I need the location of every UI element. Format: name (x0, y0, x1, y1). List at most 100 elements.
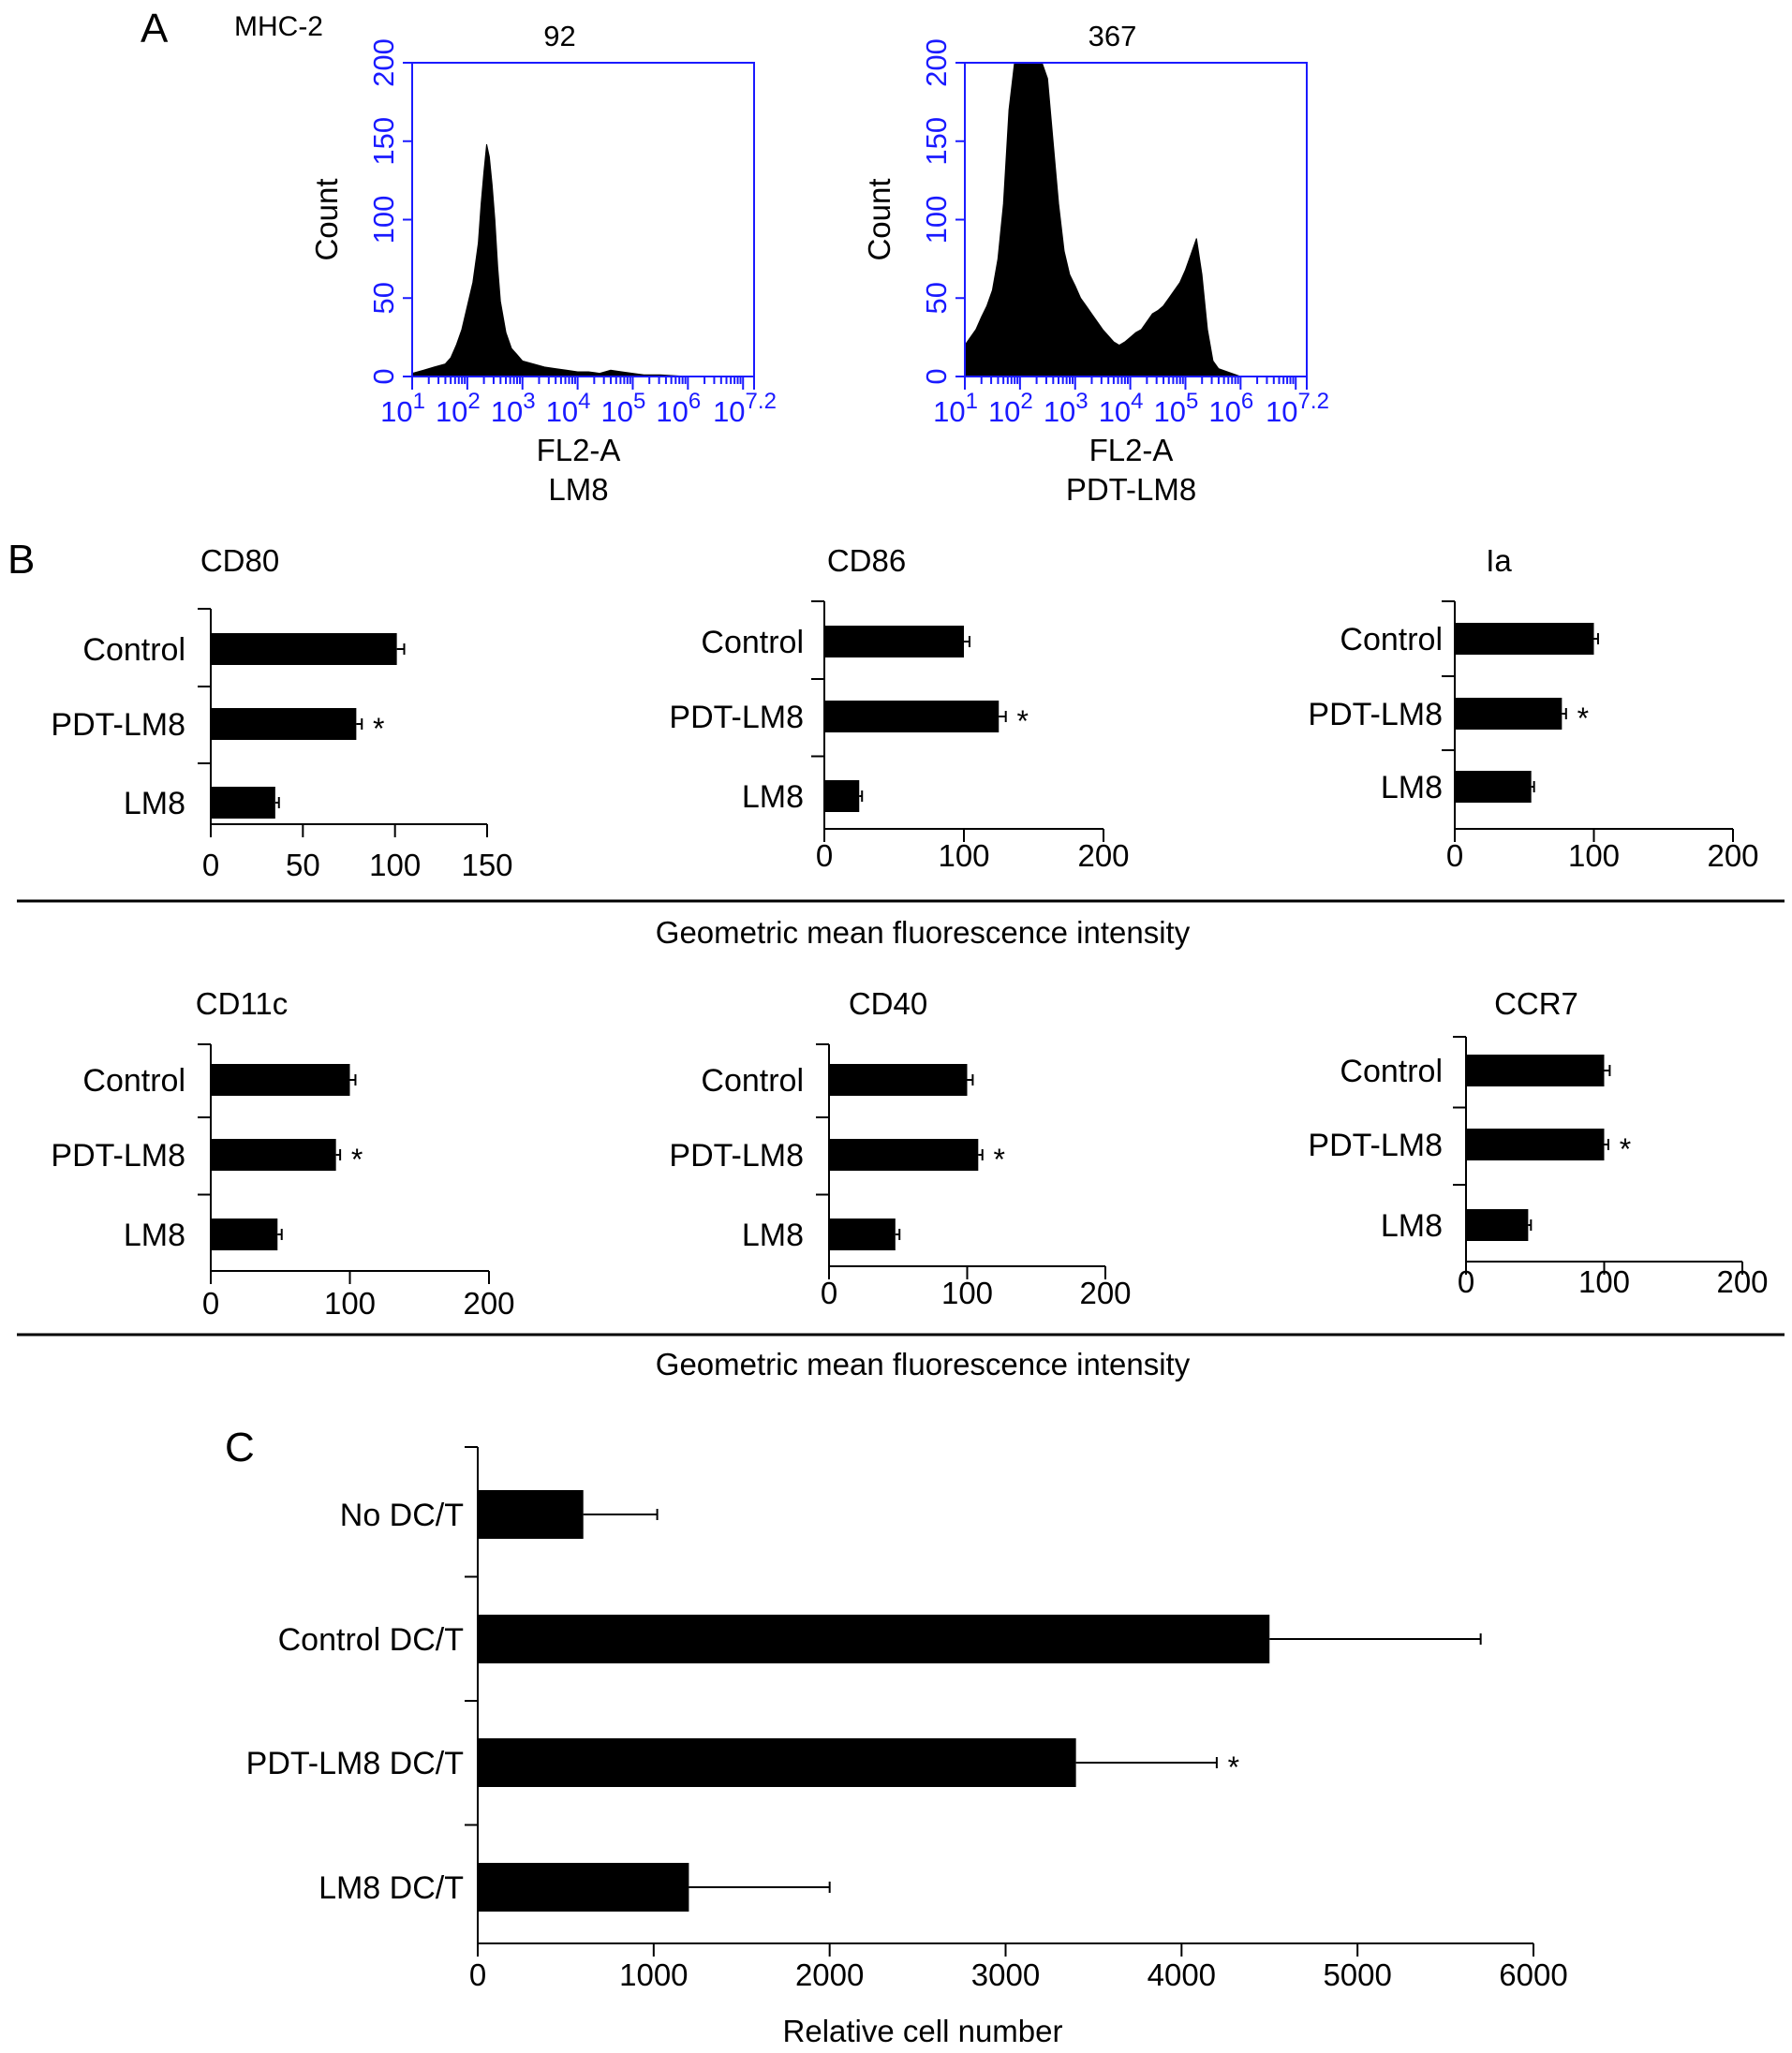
category-label: LM8 (124, 1218, 185, 1253)
bar (1455, 771, 1532, 803)
category-label: LM8 (124, 786, 185, 821)
x-tick-exponent: 1 (413, 389, 425, 414)
y-axis-label: Count (862, 178, 896, 260)
bar (824, 626, 964, 657)
x-tick-label: 3000 (971, 1957, 1040, 1992)
x-tick-label: 103 (1044, 389, 1089, 428)
category-label: Control (701, 1063, 804, 1099)
bar-chart-cd80: CD80 0 50 100 150 Control PDT-LM8 * LM8 (51, 543, 512, 882)
bar (211, 708, 357, 740)
bar (478, 1490, 584, 1539)
x-tick-exponent: 2 (467, 389, 480, 414)
bar (824, 780, 860, 812)
bar (829, 1064, 968, 1096)
category-label: LM8 DC/T (318, 1870, 464, 1906)
category-label: Control (701, 625, 804, 660)
category-label: Control (82, 632, 185, 668)
x-tick-label: 106 (1208, 389, 1253, 428)
bar (211, 1064, 350, 1096)
histogram-marker-label: MHC-2 (234, 11, 323, 42)
x-tick-label: 2000 (795, 1957, 864, 1992)
bar (211, 633, 397, 665)
x-tick-exponent: 7.2 (1298, 389, 1329, 414)
chart-title: Ia (1486, 543, 1512, 578)
x-tick-exponent: 4 (1131, 389, 1143, 414)
bar (1466, 1129, 1605, 1160)
shared-xlabel-row-1: Geometric mean fluorescence intensity (656, 915, 1191, 950)
x-tick-label: 107.2 (713, 389, 777, 428)
x-axis-label: FL2-A (537, 433, 621, 467)
x-tick-label: 102 (436, 389, 481, 428)
chart-title: CD40 (849, 986, 927, 1021)
y-tick-label: 100 (920, 196, 953, 244)
significance-marker: * (1228, 1750, 1239, 1784)
chart-title: CD11c (196, 986, 288, 1021)
x-tick-label: 105 (1154, 389, 1199, 428)
x-tick-label: 0 (821, 1276, 837, 1310)
y-tick-label: 100 (367, 196, 400, 244)
category-label: Control DC/T (278, 1622, 464, 1658)
x-tick-label: 4000 (1148, 1957, 1216, 1992)
bar-chart-cd86: CD86 0 100 200 Control PDT-LM8 * LM8 (669, 543, 1129, 873)
category-label: PDT-LM8 (51, 1138, 185, 1174)
x-tick-exponent: 6 (1241, 389, 1253, 414)
histogram-pdt-lm8: 367 101 102 103 104 105 106 107.2 0 50 100 150 200 Co… (862, 20, 1329, 507)
x-tick-label: 5000 (1323, 1957, 1391, 1992)
y-tick-label: 0 (367, 368, 400, 384)
x-tick-label: 0 (202, 1286, 219, 1321)
category-label: Control (1340, 1054, 1443, 1089)
bar (1455, 623, 1594, 655)
bar (824, 701, 1000, 732)
significance-marker: * (1577, 702, 1589, 735)
x-tick-label: 106 (656, 389, 701, 428)
x-axis-label: FL2-A (1089, 433, 1174, 467)
x-tick-label: 50 (286, 848, 320, 882)
x-tick-exponent: 5 (633, 389, 645, 414)
x-tick-label: 101 (380, 389, 425, 428)
bar-chart-ia: Ia 0 100 200 Control PDT-LM8 * LM8 (1308, 543, 1758, 873)
sample-label: PDT-LM8 (1066, 472, 1196, 507)
chart-title: CCR7 (1494, 986, 1578, 1021)
x-tick-label: 104 (546, 389, 591, 428)
bar (1455, 698, 1562, 730)
y-tick-label: 0 (920, 368, 953, 384)
y-axis-label: Count (309, 178, 344, 260)
x-tick-exponent: 3 (523, 389, 535, 414)
x-tick-label: 0 (1446, 838, 1463, 873)
bar (1466, 1055, 1605, 1086)
category-label: No DC/T (340, 1498, 464, 1533)
significance-marker: * (1620, 1132, 1631, 1166)
bar (211, 787, 275, 819)
x-tick-label: 200 (1707, 838, 1758, 873)
y-tick-label: 200 (367, 38, 400, 87)
x-tick-label: 100 (1568, 838, 1620, 873)
category-label: LM8 (1381, 770, 1443, 805)
x-tick-label: 6000 (1499, 1957, 1567, 1992)
bar (478, 1615, 1270, 1663)
x-tick-exponent: 7.2 (746, 389, 777, 414)
x-tick-label: 200 (1077, 838, 1129, 873)
bar (478, 1738, 1076, 1787)
x-tick-label: 100 (324, 1286, 376, 1321)
histogram-title: 92 (543, 20, 575, 52)
chart-title: CD86 (827, 543, 906, 578)
category-label: PDT-LM8 (669, 700, 804, 735)
category-label: Control (82, 1063, 185, 1099)
panel-label-a: A (141, 6, 169, 52)
bar (211, 1219, 278, 1250)
histogram-title: 367 (1089, 20, 1137, 52)
category-label: Control (1340, 622, 1443, 657)
bar (829, 1219, 896, 1250)
y-tick-label: 150 (920, 117, 953, 166)
x-tick-label: 0 (1458, 1264, 1474, 1299)
bar (829, 1139, 979, 1171)
x-tick-exponent: 2 (1020, 389, 1032, 414)
bar-chart-cd11c: CD11c 0 100 200 Control PDT-LM8 * LM8 (51, 986, 514, 1321)
x-tick-label: 1000 (619, 1957, 688, 1992)
x-tick-label: 150 (461, 848, 512, 882)
sample-label: LM8 (548, 472, 608, 507)
histogram-lm8: 92 101 102 103 104 105 106 107.2 0 50 100 150 200 Cou… (309, 20, 777, 507)
x-tick-label: 100 (369, 848, 421, 882)
bar (1466, 1209, 1529, 1241)
bar-chart-cd40: CD40 0 100 200 Control PDT-LM8 * LM8 (669, 986, 1131, 1310)
